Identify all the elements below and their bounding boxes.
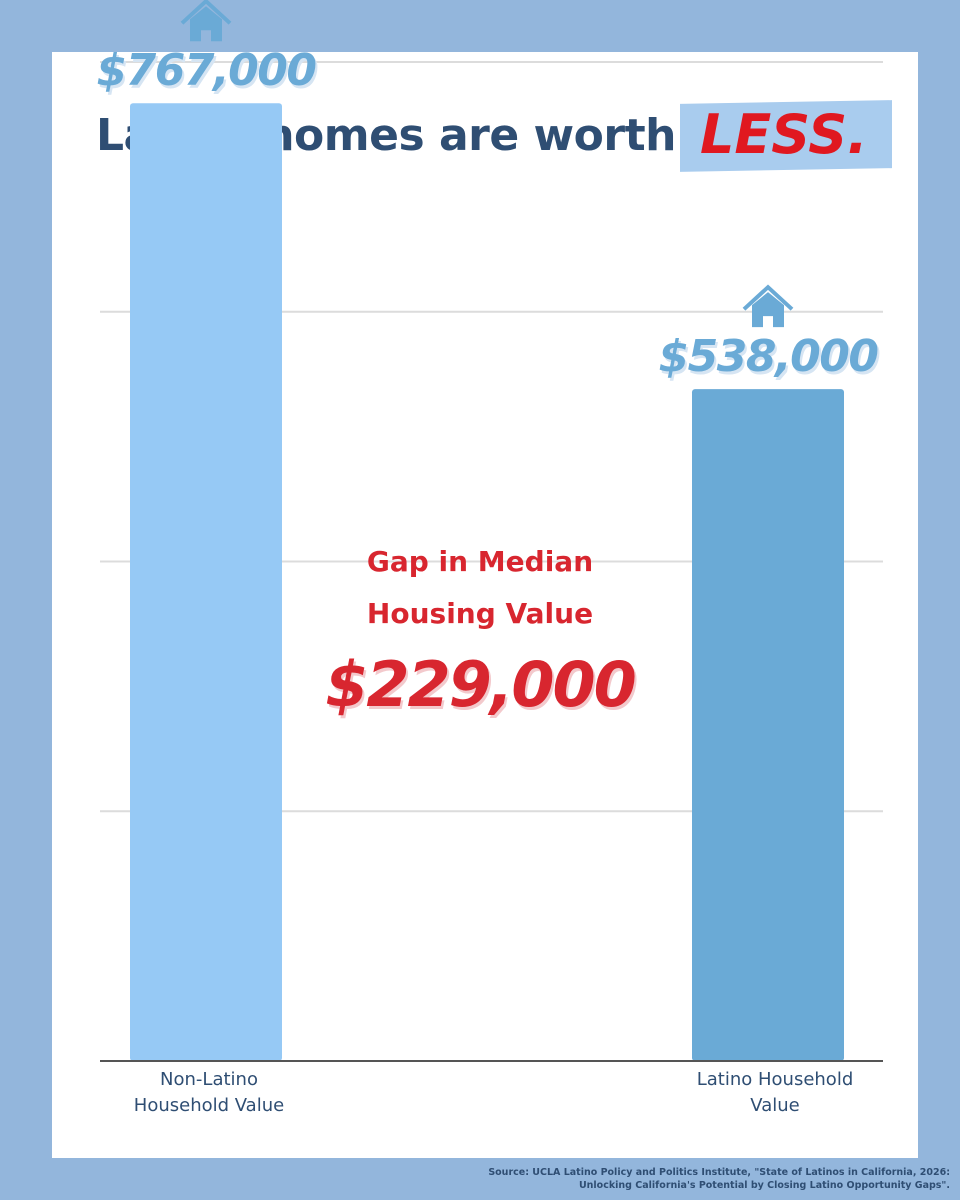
source-line: Unlocking California's Potential by Clos… (578, 1180, 950, 1191)
category-label-latino: Latino Household Value (655, 1067, 895, 1119)
category-label-line: Non-Latino (160, 1069, 258, 1090)
category-label-line: Value (750, 1095, 800, 1116)
title-accent: LESS. (700, 103, 868, 166)
value-label: $538,000 (658, 331, 878, 382)
gap-label: Gap in Median Housing Value (300, 536, 660, 640)
bar (692, 389, 844, 1061)
category-label-line: Household Value (133, 1095, 285, 1116)
gap-value: $229,000 (325, 648, 637, 721)
source-line: Source: UCLA Latino Policy and Politics … (488, 1167, 950, 1178)
gap-label-line: Housing Value (366, 597, 594, 630)
category-label-line: Latino Household (696, 1069, 854, 1090)
gap-label-line: Gap in Median (366, 545, 594, 578)
house-icon (752, 292, 784, 328)
value-label-shadow: $538,000 (660, 334, 880, 385)
bar (130, 103, 282, 1062)
house-icon (742, 284, 794, 311)
value-label: $767,000 (96, 45, 316, 96)
category-label-non-latino: Non-Latino Household Value (89, 1067, 329, 1119)
house-icon (190, 6, 222, 42)
house-icon (180, 0, 232, 25)
source-note: Source: UCLA Latino Policy and Politics … (250, 1166, 950, 1192)
value-label-shadow: $767,000 (98, 48, 318, 99)
